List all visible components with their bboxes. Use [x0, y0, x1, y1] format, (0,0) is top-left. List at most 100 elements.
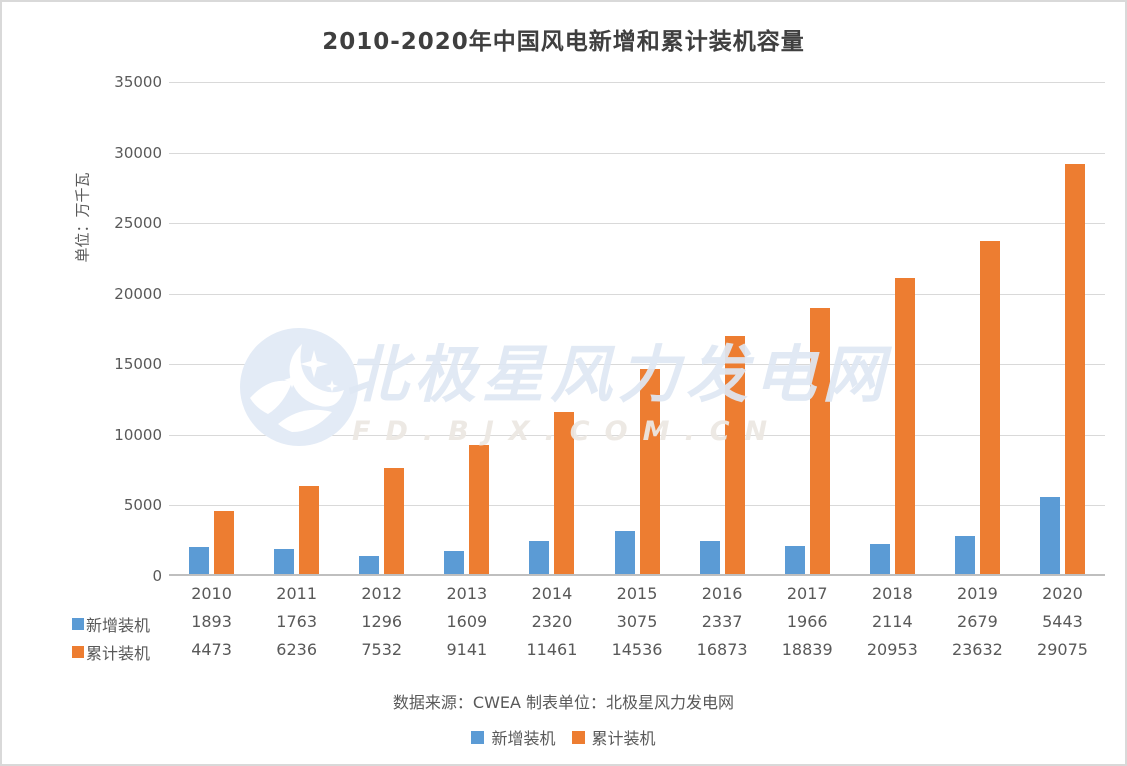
- series-color-chip: [72, 646, 84, 658]
- bar-group-2017: [765, 82, 850, 574]
- table-value: 18839: [781, 640, 833, 659]
- bar-group-2014: [509, 82, 594, 574]
- x-axis-label: 2010: [191, 584, 232, 603]
- gridline: [169, 82, 1105, 83]
- table-value: 9141: [446, 640, 488, 659]
- y-tick-label: 0: [152, 567, 162, 585]
- table-value: 1296: [361, 612, 403, 631]
- bar-新增装机-2016: [699, 541, 720, 574]
- bar-group-2018: [850, 82, 935, 574]
- bar-新增装机-2011: [274, 549, 295, 574]
- bar-新增装机-2012: [359, 555, 380, 574]
- table-value: 1893: [191, 612, 232, 631]
- bar-累计装机-2010: [214, 510, 235, 574]
- bar-累计装机-2011: [299, 486, 320, 574]
- bar-新增装机-2018: [869, 544, 890, 574]
- table-value: 6236: [276, 640, 317, 659]
- bar-累计装机-2012: [384, 467, 405, 574]
- bar-新增装机-2020: [1039, 497, 1060, 574]
- y-tick-label: 25000: [114, 214, 162, 233]
- y-tick-label: 30000: [114, 143, 162, 162]
- y-tick-label: 15000: [114, 355, 162, 374]
- bar-group-2016: [680, 82, 765, 574]
- x-axis-label: 2014: [531, 584, 573, 603]
- table-value: 2320: [531, 612, 573, 631]
- bar-新增装机-2017: [784, 546, 805, 574]
- table-row: 1893 1763 1296 1609 2320 3075 2337 1966 2114 2679…: [169, 612, 1105, 631]
- bar-累计装机-2020: [1064, 163, 1085, 574]
- x-axis-label: 2015: [616, 584, 658, 603]
- table-row: 4473 6236 7532 9141 11461 14536 16873 18839 2095…: [169, 640, 1105, 659]
- bar-新增装机-2013: [444, 551, 465, 574]
- bar-新增装机-2015: [614, 530, 635, 574]
- x-axis-label: 2012: [361, 584, 403, 603]
- bar-新增装机-2010: [189, 547, 210, 574]
- bar-group-2015: [594, 82, 679, 574]
- y-tick-label: 10000: [114, 425, 162, 444]
- table-value: 3075: [616, 612, 658, 631]
- table-value: 2114: [871, 612, 913, 631]
- bar-累计装机-2013: [469, 445, 490, 574]
- table-value: 5443: [1042, 612, 1083, 631]
- table-value: 4473: [191, 640, 232, 659]
- legend-label: 累计装机: [591, 729, 656, 748]
- gridline: [169, 223, 1105, 225]
- bar-累计装机-2014: [554, 412, 575, 574]
- bar-series: [169, 82, 1105, 574]
- bar-group-2011: [254, 82, 339, 574]
- x-axis-label: 2016: [701, 584, 743, 603]
- table-value: 23632: [951, 640, 1003, 659]
- table-value: 14536: [611, 640, 663, 659]
- legend-item: 累计装机: [571, 725, 656, 749]
- bar-累计装机-2017: [809, 308, 830, 574]
- table-value: 20953: [866, 640, 918, 659]
- table-value: 16873: [696, 640, 748, 659]
- legend-color-chip: [571, 730, 585, 744]
- table-value: 1609: [446, 612, 488, 631]
- bar-累计装机-2016: [724, 335, 745, 574]
- x-axis-label: 2013: [446, 584, 488, 603]
- table-series-label: 累计装机: [72, 640, 168, 664]
- table-value: 29075: [1037, 640, 1088, 659]
- bar-group-2020: [1020, 82, 1105, 574]
- table-series-label: 新增装机: [72, 612, 168, 636]
- bar-group-2019: [935, 82, 1020, 574]
- table-value: 1966: [786, 612, 828, 631]
- table-value: 1763: [276, 612, 317, 631]
- bar-group-2012: [339, 82, 424, 574]
- source-line: 数据来源：CWEA 制表单位：北极星风力发电网: [392, 693, 735, 712]
- bar-累计装机-2018: [894, 278, 915, 574]
- x-axis-label: 2019: [957, 584, 998, 603]
- gridline: [169, 364, 1105, 366]
- x-axis-label: 2020: [1042, 584, 1083, 603]
- gridline: [169, 505, 1105, 507]
- legend-item: 新增装机: [471, 725, 556, 749]
- y-tick-label: 35000: [114, 73, 162, 91]
- x-axis-label: 2018: [871, 584, 913, 603]
- x-axis-label: 2017: [786, 584, 828, 603]
- plot-area: [169, 82, 1105, 576]
- legend-label: 新增装机: [491, 729, 556, 748]
- y-tick-label: 20000: [114, 284, 162, 303]
- series-color-chip: [72, 618, 84, 630]
- legend-color-chip: [471, 730, 485, 744]
- bar-累计装机-2019: [979, 240, 1000, 574]
- bar-group-2013: [424, 82, 509, 574]
- x-axis-labels: 2010 2011 2012 2013 2014 2015 2016 2017 2018 2019…: [169, 584, 1105, 603]
- gridline: [169, 152, 1105, 154]
- bar-新增装机-2019: [954, 536, 975, 574]
- table-value: 11461: [526, 640, 578, 659]
- gridline: [169, 293, 1105, 295]
- table-value: 7532: [361, 640, 403, 659]
- gridline: [169, 434, 1105, 436]
- table-value: 2337: [701, 612, 743, 631]
- y-tick-label: 5000: [123, 496, 162, 515]
- table-value: 2679: [957, 612, 998, 631]
- bar-group-2010: [169, 82, 254, 574]
- bar-新增装机-2014: [529, 541, 550, 574]
- bar-累计装机-2015: [639, 368, 660, 574]
- x-axis-label: 2011: [276, 584, 317, 603]
- chart-legend: 新增装机 累计装机: [2, 725, 1125, 749]
- chart-title: 2010-2020年中国风电新增和累计装机容量: [322, 29, 805, 55]
